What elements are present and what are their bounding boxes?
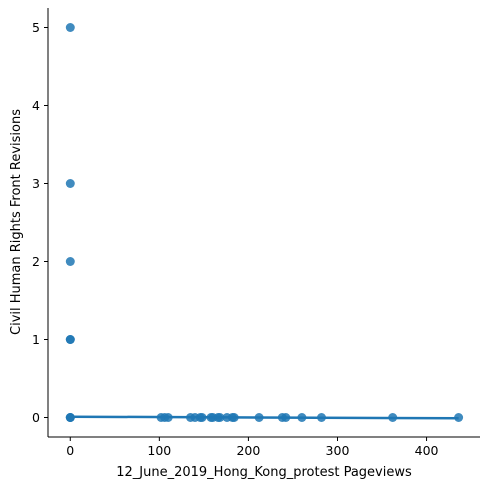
regression-line	[70, 415, 459, 420]
x-tick-label: 400	[415, 443, 439, 458]
points-layer	[65, 23, 464, 422]
y-tick-label: 3	[32, 176, 40, 191]
regression-layer	[70, 415, 459, 420]
y-tick-label: 0	[32, 410, 40, 425]
y-tick-label: 4	[32, 98, 40, 113]
y-tick-label: 1	[32, 332, 40, 347]
y-tick-label: 2	[32, 254, 40, 269]
x-tick-label: 200	[236, 443, 260, 458]
data-point	[65, 335, 75, 344]
x-tick-label: 100	[147, 443, 171, 458]
x-tick-label: 300	[326, 443, 350, 458]
data-point	[65, 257, 75, 266]
x-ticks: 0 100 200 300 400	[66, 437, 439, 458]
y-axis-label: Civil Human Rights Front Revisions	[9, 109, 24, 335]
y-ticks: 0 1 2 3 4 5	[32, 20, 48, 425]
data-point	[65, 179, 75, 188]
x-tick-label: 0	[66, 443, 74, 458]
y-tick-label: 5	[32, 20, 40, 35]
data-point	[65, 23, 75, 32]
x-axis-label: 12_June_2019_Hong_Kong_protest Pageviews	[116, 465, 412, 480]
